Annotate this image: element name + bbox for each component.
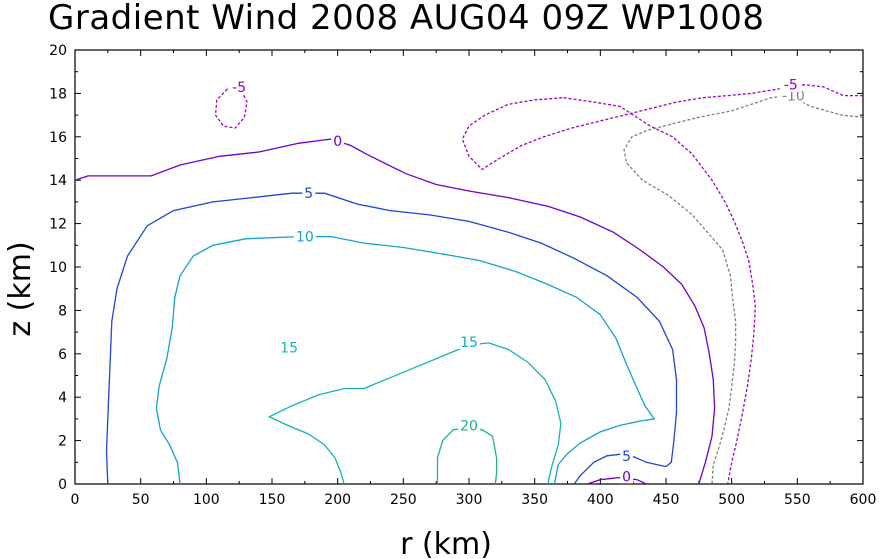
chart-title: Gradient Wind 2008 AUG04 09Z WP1008 bbox=[48, 0, 764, 38]
plot-area: 0 50 100 150 200 250 300 350 400 450 500 550 6000246… bbox=[49, 43, 876, 508]
x-tick-label: 0 bbox=[71, 492, 80, 508]
y-axis-title: z (km) bbox=[3, 241, 38, 336]
contour-label-20: 20 bbox=[460, 418, 478, 434]
y-tick-label: 8 bbox=[58, 303, 67, 319]
contour-label-bg bbox=[331, 132, 345, 149]
y-tick-label: 12 bbox=[49, 217, 67, 233]
contour-line--5 bbox=[461, 84, 863, 171]
x-tick-label: 400 bbox=[587, 492, 614, 508]
x-tick-label: 350 bbox=[521, 492, 548, 508]
contour-label-15: 15 bbox=[280, 340, 298, 356]
y-tick-label: 6 bbox=[58, 347, 67, 363]
contour-line--5 bbox=[563, 97, 756, 484]
y-tick-label: 18 bbox=[49, 86, 67, 102]
contour-label-15: 15 bbox=[460, 335, 478, 351]
x-tick-label: 200 bbox=[324, 492, 351, 508]
y-tick-label: 20 bbox=[49, 43, 67, 59]
y-tick-label: 16 bbox=[49, 130, 67, 146]
x-axis-title: r (km) bbox=[400, 527, 492, 559]
contour-line-15 bbox=[267, 342, 562, 484]
contour-label-bg bbox=[779, 75, 802, 92]
y-tick-label: 14 bbox=[49, 173, 67, 189]
x-tick-label: 300 bbox=[456, 492, 483, 508]
contour-label-bg bbox=[228, 77, 251, 94]
y-tick-label: 0 bbox=[58, 477, 67, 493]
y-tick-label: 4 bbox=[58, 390, 67, 406]
contour-line-5 bbox=[105, 192, 678, 484]
contour-line-0 bbox=[586, 476, 647, 484]
contour-label-0: 0 bbox=[333, 134, 342, 150]
contour-label-bg bbox=[620, 467, 634, 484]
x-tick-label: 450 bbox=[653, 492, 680, 508]
contour-line-5 bbox=[573, 452, 667, 484]
contour-label--5-cell: -5 bbox=[232, 80, 246, 96]
x-tick-label: 100 bbox=[193, 492, 220, 508]
contour-label-5: 5 bbox=[622, 449, 631, 465]
x-tick-label: 250 bbox=[390, 492, 417, 508]
contour-label-bg bbox=[458, 416, 480, 433]
x-tick-label: 50 bbox=[132, 492, 150, 508]
contour-label--10: -10 bbox=[782, 89, 805, 105]
x-tick-label: 500 bbox=[718, 492, 745, 508]
contour-line--10 bbox=[623, 94, 863, 484]
contour-line-10 bbox=[155, 235, 656, 484]
contour-label-0: 0 bbox=[622, 469, 631, 485]
contour-line-20 bbox=[436, 426, 498, 484]
y-tick-label: 10 bbox=[49, 260, 67, 276]
contour-label--5: -5 bbox=[784, 78, 798, 94]
contour-label-5: 5 bbox=[304, 186, 313, 202]
contour-label-bg bbox=[278, 338, 301, 355]
contour-line-0 bbox=[75, 138, 716, 484]
y-tick-label: 2 bbox=[58, 434, 67, 450]
x-tick-label: 550 bbox=[784, 492, 811, 508]
contour-label-bg bbox=[458, 332, 480, 349]
contour-label-bg bbox=[302, 184, 316, 201]
contour-label-10: 10 bbox=[296, 230, 314, 246]
x-tick-label: 600 bbox=[850, 492, 877, 508]
contour-label-bg bbox=[293, 227, 316, 244]
x-tick-label: 150 bbox=[259, 492, 286, 508]
contour-label-bg bbox=[620, 446, 634, 463]
